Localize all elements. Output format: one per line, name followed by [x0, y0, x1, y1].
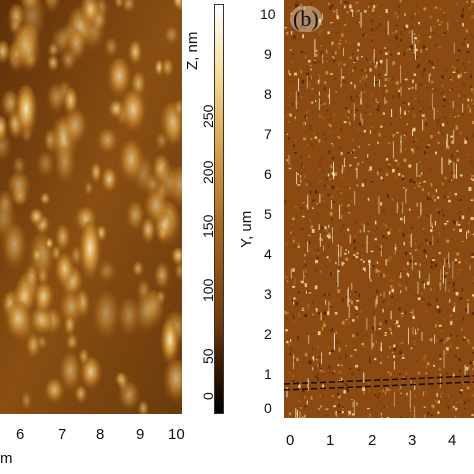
panel-a-x-axis: 6 7 8 9 10 m [0, 414, 200, 474]
colorbar-tick: 50 [200, 348, 216, 364]
x-tick-label: 9 [136, 426, 145, 443]
y-tick-label: 1 [264, 366, 272, 382]
colorbar-tick: 0 [200, 392, 216, 400]
x-tick-label: 7 [58, 426, 67, 443]
y-tick-label: 8 [264, 86, 272, 102]
afm-image-b [284, 0, 474, 418]
colorbar-tick: 150 [200, 214, 216, 238]
x-tick-label: 1 [326, 432, 335, 449]
panel-b-label: (b) [290, 6, 322, 32]
y-tick-label: 10 [260, 6, 276, 22]
x-tick-label: 0 [286, 432, 295, 449]
y-tick-label: 4 [264, 246, 272, 262]
x-tick-label: 3 [408, 432, 417, 449]
x-tick-label: 2 [368, 432, 377, 449]
x-tick-label: 6 [16, 426, 25, 443]
y-tick-label: 5 [264, 206, 272, 222]
x-tick-label: 4 [448, 432, 457, 449]
colorbar-tick: 250 [200, 104, 216, 128]
afm-image-a [0, 0, 182, 414]
y-tick-label: 9 [264, 46, 272, 62]
y-tick-label: 3 [264, 286, 272, 302]
y-tick-label: 6 [264, 166, 272, 182]
colorbar [214, 4, 224, 414]
y-tick-label: 0 [264, 400, 272, 416]
y-tick-label: 7 [264, 126, 272, 142]
colorbar-ticks: 0 50 100 150 200 250 [186, 0, 216, 414]
panel-b-y-axis: 0 1 2 3 4 5 6 7 8 9 10 [258, 0, 284, 420]
panel-b-y-axis-label: Y, um [238, 210, 255, 248]
panel-b-x-axis: 0 1 2 3 4 [284, 418, 474, 474]
x-tick-label: 10 [168, 426, 185, 443]
x-tick-label: 8 [96, 426, 105, 443]
colorbar-tick: 100 [200, 278, 216, 302]
colorbar-tick: 200 [200, 160, 216, 184]
x-unit-label: m [0, 450, 13, 467]
y-tick-label: 2 [264, 326, 272, 342]
